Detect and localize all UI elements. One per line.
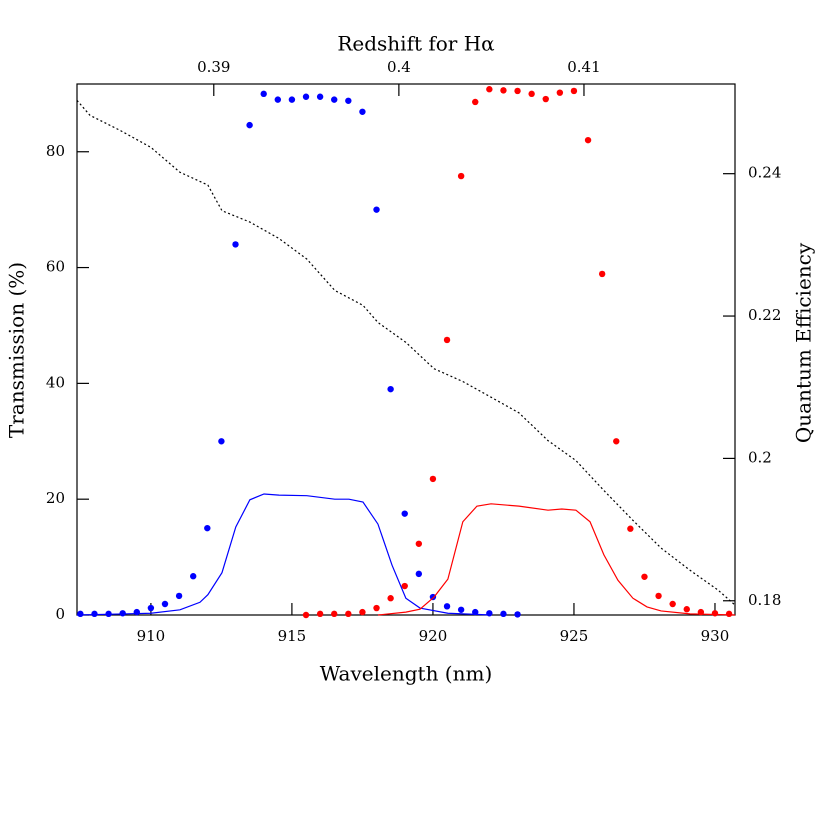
data-point — [613, 438, 620, 445]
x2-axis-label: Redshift for Hα — [337, 32, 494, 56]
data-point — [683, 606, 690, 613]
x-tick-label: 915 — [278, 627, 307, 645]
data-point — [655, 592, 662, 600]
y2-axis-label: Quantum Efficiency — [792, 242, 816, 443]
x2-tick-label: 0.39 — [197, 58, 230, 76]
y2-tick-label: 0.22 — [748, 306, 781, 324]
data-point — [204, 524, 211, 532]
data-point — [77, 610, 84, 618]
data-point — [91, 610, 98, 618]
y2-tick-label: 0.18 — [748, 591, 781, 609]
data-point — [472, 98, 479, 106]
data-point — [302, 93, 310, 100]
y-tick-label: 80 — [46, 142, 65, 160]
data-point — [528, 90, 535, 98]
data-point — [429, 475, 437, 483]
x2-tick-label: 0.4 — [387, 58, 411, 76]
data-point — [500, 87, 507, 94]
data-point — [373, 604, 380, 612]
y-tick-label: 40 — [46, 373, 65, 391]
data-point — [443, 603, 451, 610]
data-point — [711, 610, 719, 617]
data-line — [76, 99, 736, 606]
data-point — [218, 438, 225, 445]
data-point — [457, 172, 465, 180]
data-point — [359, 108, 366, 115]
x-tick-label: 930 — [701, 627, 730, 645]
y2-tick-label: 0.2 — [748, 448, 772, 466]
data-point — [627, 525, 634, 532]
data-point — [316, 93, 324, 100]
data-point — [514, 87, 521, 95]
data-point — [133, 608, 140, 616]
data-point — [500, 610, 507, 618]
data-point — [387, 385, 394, 393]
data-point — [584, 136, 592, 144]
data-point — [274, 96, 282, 103]
data-point — [443, 336, 451, 344]
x-axis-label: Wavelength (nm) — [320, 662, 493, 686]
data-line — [377, 503, 736, 616]
data-point — [232, 241, 239, 248]
data-point — [260, 90, 267, 98]
data-point — [486, 86, 493, 93]
data-point — [345, 97, 352, 104]
data-point — [556, 89, 564, 96]
data-point — [514, 611, 521, 618]
data-point — [598, 270, 606, 278]
data-point — [345, 610, 352, 618]
data-point — [373, 206, 380, 213]
data-point — [246, 121, 253, 129]
y2-tick-label: 0.24 — [748, 164, 781, 182]
plot-frame — [76, 83, 736, 616]
data-point — [669, 600, 676, 608]
data-point — [542, 95, 549, 103]
y-tick-label: 0 — [55, 605, 65, 623]
data-point — [190, 573, 197, 580]
data-point — [331, 610, 338, 618]
x2-tick-label: 0.41 — [567, 58, 600, 76]
data-point — [316, 610, 324, 618]
data-point — [570, 87, 578, 95]
data-point — [302, 611, 310, 619]
data-point — [401, 582, 408, 590]
data-point — [175, 592, 183, 600]
data-point — [401, 510, 408, 517]
data-point — [457, 606, 465, 613]
data-point — [387, 595, 394, 602]
data-point — [725, 610, 733, 618]
data-point — [161, 600, 169, 608]
x-tick-label: 920 — [419, 627, 448, 645]
data-line — [76, 493, 492, 616]
y-tick-label: 60 — [46, 258, 65, 276]
data-point — [331, 96, 338, 103]
data-point — [359, 608, 366, 616]
data-point — [415, 540, 423, 547]
data-point — [641, 573, 648, 580]
data-point — [288, 96, 296, 103]
data-point — [147, 604, 155, 612]
x-tick-label: 925 — [560, 627, 589, 645]
y-tick-label: 20 — [46, 489, 65, 507]
data-point — [119, 610, 126, 617]
x-tick-label: 910 — [137, 627, 166, 645]
data-point — [415, 570, 423, 578]
y-axis-label: Transmission (%) — [5, 262, 29, 438]
